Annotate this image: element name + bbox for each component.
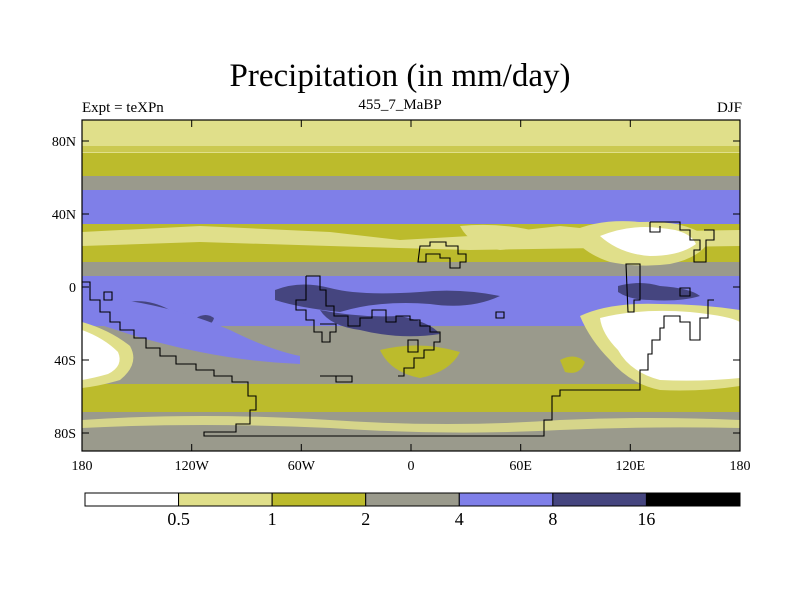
lon-label-60e: 60E xyxy=(509,459,532,474)
band-north-midlat xyxy=(82,176,740,194)
colorbar-label-1: 1 xyxy=(268,509,277,529)
colorbar-swatch-2 xyxy=(271,492,367,507)
continent-outline-2 xyxy=(82,281,714,437)
lat-label-40s: 40S xyxy=(54,354,76,369)
band-storm-track-north xyxy=(82,190,740,226)
lat-axis: 80N 40N 0 40S 80S xyxy=(52,135,740,442)
lat-label-80s: 80S xyxy=(54,427,76,442)
coastlines xyxy=(82,221,715,437)
colorbar-label-0: 0.5 xyxy=(167,509,190,529)
colorbar: 0.5 1 2 4 8 16 xyxy=(84,492,741,529)
asia-dry xyxy=(600,227,696,256)
plot-title: Precipitation (in mm/day) xyxy=(229,58,571,94)
colorbar-swatch-5 xyxy=(552,492,647,507)
lat-label-0: 0 xyxy=(69,281,76,296)
precipitation-field xyxy=(82,120,740,451)
lat-label-40n: 40N xyxy=(52,208,76,223)
colorbar-label-4: 8 xyxy=(548,509,557,529)
colorbar-label-2: 2 xyxy=(361,509,370,529)
lon-label-60w: 60W xyxy=(288,459,316,474)
continent-outline-4 xyxy=(417,241,467,269)
band-south-midlat xyxy=(82,384,740,414)
tropical-convection xyxy=(275,284,500,312)
colorbar-swatch-3 xyxy=(365,492,460,507)
lon-axis: 180 120W 60W 0 60E 120E 180 xyxy=(72,120,751,474)
australia-dry xyxy=(600,310,740,381)
lon-label-0: 0 xyxy=(408,459,415,474)
colorbar-swatch-0 xyxy=(84,492,180,507)
continent-outline-3 xyxy=(650,221,715,263)
colorbar-swatch-6 xyxy=(645,492,741,507)
lon-label-180e: 180 xyxy=(730,459,751,474)
lon-label-120w: 120W xyxy=(175,459,210,474)
colorbar-swatch-1 xyxy=(178,492,273,507)
lon-label-180w: 180 xyxy=(72,459,93,474)
colorbar-label-5: 16 xyxy=(637,509,655,529)
age-label: 455_7_MaBP xyxy=(358,97,442,113)
colorbar-label-3: 4 xyxy=(455,509,464,529)
lat-label-80n: 80N xyxy=(52,135,76,150)
continent-outline-1 xyxy=(306,275,441,377)
colorbar-swatch-4 xyxy=(458,492,554,507)
band-north-dry xyxy=(82,153,740,178)
south-pacific-dry xyxy=(82,330,120,380)
season-label: DJF xyxy=(716,100,742,116)
experiment-label: Expt = teXPn xyxy=(82,100,164,116)
lon-label-120e: 120E xyxy=(616,459,646,474)
